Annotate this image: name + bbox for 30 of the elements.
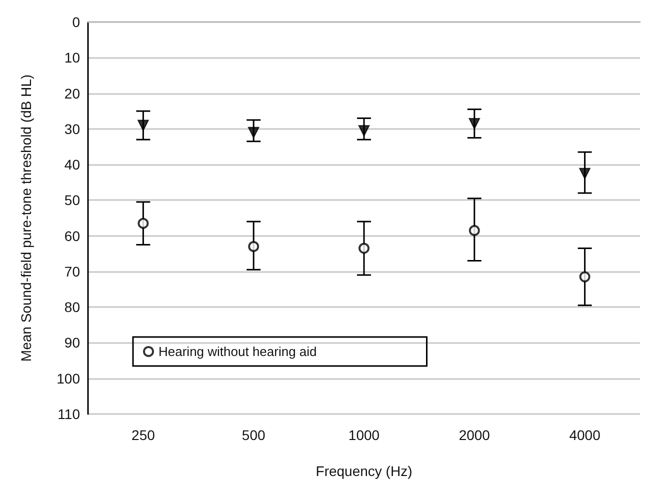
point [468,224,480,236]
y-tick-label: 50 [64,192,80,208]
y-tick-label: 110 [58,406,80,422]
x-tick-label: 500 [242,427,266,443]
x-tick-label: 1000 [348,427,380,443]
point [579,271,590,282]
y-tick-label: 100 [56,370,80,386]
y-tick-label: 70 [64,263,80,280]
y-tick-label: 80 [64,299,80,316]
point [358,242,370,254]
y-tick-label: 30 [64,120,80,137]
point [468,118,480,130]
y-tick-label: 20 [64,85,80,102]
point [138,218,149,229]
y-axis-title: Mean Sound-field pure-tone threshold (dB HL) [18,74,34,362]
point [138,120,149,131]
y-tick-label: 0 [72,14,80,30]
y-tick-label: 60 [64,228,80,244]
point [358,125,370,136]
x-axis-title: Frequency (Hz) [316,463,412,479]
legend-label: Hearing without hearing aid [158,344,317,359]
point [248,241,260,252]
point [579,168,590,180]
x-tick-label: 2000 [458,427,490,443]
point [248,126,260,138]
y-tick-label: 40 [64,156,80,173]
y-tick-label: 90 [64,334,80,351]
x-tick-label: 4000 [569,427,601,443]
y-tick-label: 10 [64,50,80,66]
x-tick-label: 250 [132,427,156,443]
